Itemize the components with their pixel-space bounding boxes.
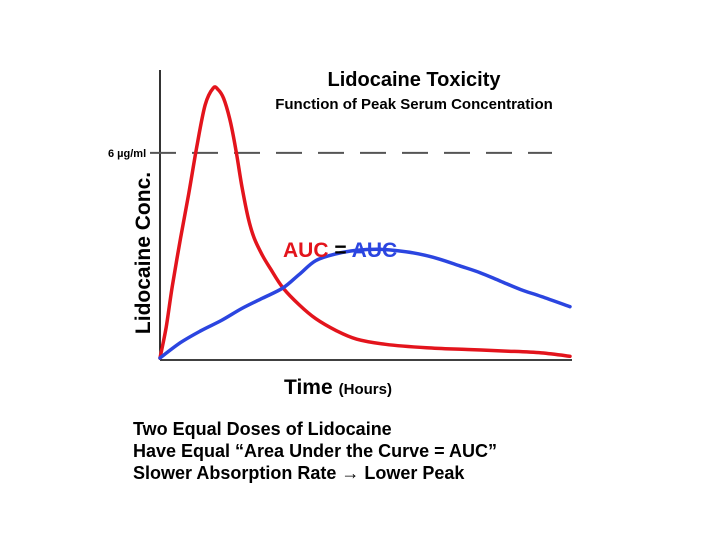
series-line-slow-absorption [158,247,572,360]
note-line: Slower Absorption Rate → Lower Peak [133,463,465,483]
auc-annotation: AUC = AUC [283,239,397,262]
x-axis-unit: (Hours) [339,381,392,398]
auc-equals: = [329,239,352,262]
note-line: Two Equal Doses of Lidocaine [133,419,392,439]
note-line: Have Equal “Area Under the Curve = AUC” [133,441,497,461]
threshold-label: 6 µg/ml [108,148,146,160]
chart-title: Lidocaine Toxicity [328,69,502,91]
x-axis-label: Time (Hours) [284,376,392,399]
series-line-fast-absorption [158,85,572,360]
auc-left-label: AUC [283,239,329,262]
auc-right-label: AUC [352,239,398,262]
y-axis-label: Lidocaine Conc. [132,172,155,334]
x-axis-title: Time [284,376,333,399]
chart-subtitle: Function of Peak Serum Concentration [275,96,553,113]
notes-block: Two Equal Doses of Lidocaine Have Equal … [133,418,497,484]
